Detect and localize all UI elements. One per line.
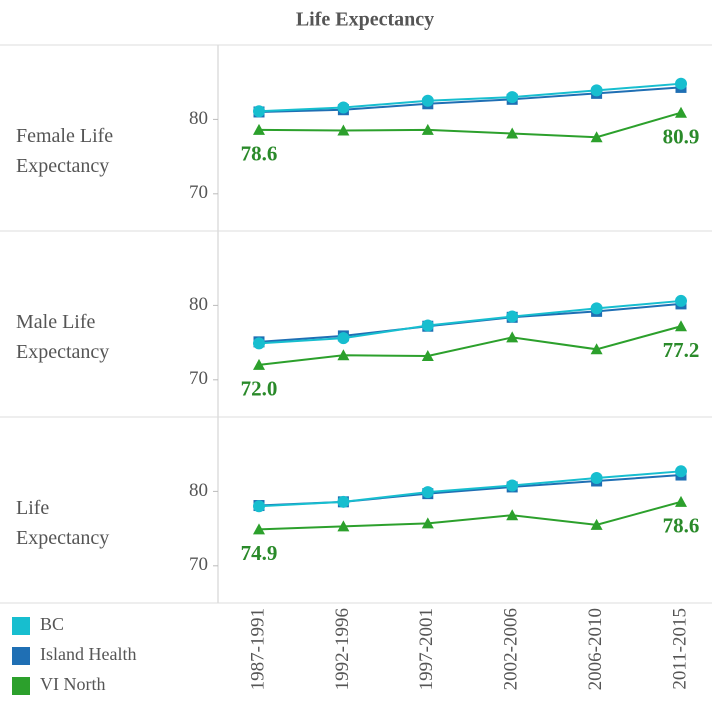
y-tick-label: 70 xyxy=(189,554,208,575)
marker xyxy=(337,349,350,361)
marker xyxy=(421,486,434,499)
marker xyxy=(337,332,350,345)
value-label: 72.0 xyxy=(241,377,278,401)
y-tick-label: 80 xyxy=(189,108,208,129)
marker xyxy=(675,106,687,118)
marker xyxy=(253,500,265,513)
value-label: 78.6 xyxy=(663,514,700,538)
x-tick-label: 2002-2006 xyxy=(501,608,522,690)
legend-label: Island Health xyxy=(40,644,136,664)
series-line xyxy=(258,500,682,531)
marker xyxy=(590,343,603,355)
legend-swatch xyxy=(12,647,30,665)
marker xyxy=(506,310,519,323)
x-tick-label: 1987-1991 xyxy=(247,608,268,690)
series-line xyxy=(258,474,682,507)
marker xyxy=(253,523,265,535)
marker xyxy=(337,520,350,532)
value-label: 74.9 xyxy=(241,541,278,565)
marker xyxy=(506,509,519,521)
legend-label: VI North xyxy=(40,674,106,694)
marker xyxy=(506,331,519,343)
marker xyxy=(253,123,265,135)
marker xyxy=(590,518,603,530)
marker xyxy=(253,105,265,118)
marker xyxy=(421,517,434,529)
x-tick-label: 2011-2015 xyxy=(669,608,690,690)
value-label: 80.9 xyxy=(663,125,700,149)
panel-label: Female Life Expectancy xyxy=(16,125,114,177)
marker xyxy=(675,495,687,507)
x-tick-label: 1997-2001 xyxy=(416,608,437,690)
marker xyxy=(253,358,265,370)
y-tick-label: 70 xyxy=(189,368,208,389)
x-tick-label: 2006-2010 xyxy=(585,608,606,690)
legend-swatch xyxy=(12,617,30,635)
marker xyxy=(421,319,434,332)
legend-swatch xyxy=(12,677,30,695)
panel-label: Male Life Expectancy xyxy=(16,311,110,363)
marker xyxy=(590,302,603,315)
series-line xyxy=(258,299,682,345)
series-line xyxy=(258,325,682,366)
marker xyxy=(590,84,603,97)
marker xyxy=(590,472,603,485)
marker xyxy=(337,124,350,136)
marker xyxy=(337,495,350,508)
series-line xyxy=(258,302,682,343)
panel-label: Life Expectancy xyxy=(16,497,110,549)
marker xyxy=(506,479,519,492)
marker xyxy=(506,127,519,139)
marker xyxy=(675,294,687,307)
value-label: 77.2 xyxy=(663,338,700,362)
marker xyxy=(675,320,687,332)
series-line xyxy=(258,111,682,139)
marker xyxy=(337,101,350,114)
x-tick-label: 1992-1996 xyxy=(332,608,353,690)
series-line xyxy=(258,86,682,113)
y-tick-label: 80 xyxy=(189,294,208,315)
marker xyxy=(253,337,265,350)
marker xyxy=(675,77,687,90)
y-tick-label: 80 xyxy=(189,480,208,501)
marker xyxy=(421,94,434,107)
value-label: 78.6 xyxy=(241,142,278,166)
marker xyxy=(675,465,687,478)
legend-label: BC xyxy=(40,614,64,634)
chart-title: Life Expectancy xyxy=(296,9,434,31)
marker xyxy=(506,91,519,104)
series-line xyxy=(258,82,682,113)
marker xyxy=(421,349,434,361)
series-line xyxy=(258,470,682,508)
marker xyxy=(590,131,603,143)
marker xyxy=(421,123,434,135)
y-tick-label: 70 xyxy=(189,182,208,203)
